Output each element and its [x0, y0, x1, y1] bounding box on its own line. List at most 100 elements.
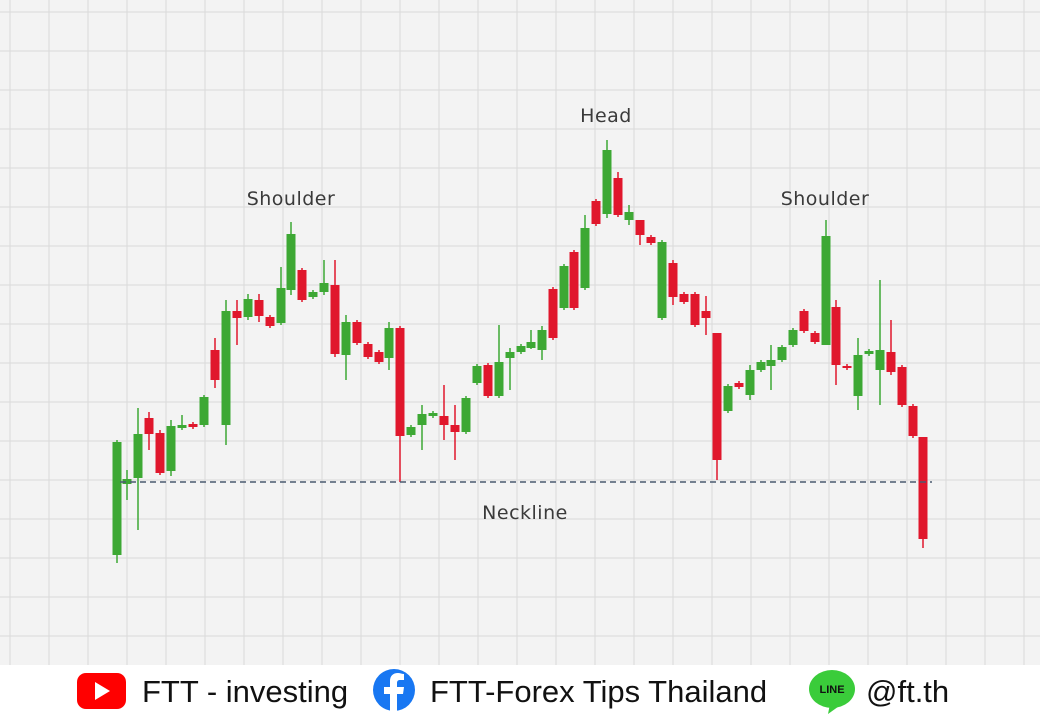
candle-body: [777, 347, 787, 360]
candle-body: [559, 266, 569, 308]
candles: [112, 140, 928, 563]
candle: [864, 349, 874, 356]
candle-body: [221, 311, 231, 425]
candle: [886, 320, 896, 375]
candle: [308, 290, 318, 299]
candle-body: [395, 328, 405, 436]
candle-body: [690, 294, 700, 325]
candle-body: [144, 418, 154, 434]
candle: [144, 412, 154, 450]
candle-body: [428, 413, 438, 416]
candle-body: [505, 352, 515, 358]
candle-body: [821, 236, 831, 345]
candle-body: [439, 416, 449, 425]
candle-body: [319, 283, 329, 292]
candle-body: [166, 426, 176, 471]
candle: [831, 300, 841, 385]
candle: [243, 294, 253, 320]
candle-body: [701, 311, 711, 318]
candle-body: [537, 330, 547, 350]
candle-body: [483, 365, 493, 396]
candle: [799, 309, 809, 333]
candle-body: [243, 299, 253, 317]
candle-body: [122, 479, 132, 484]
candle: [516, 344, 526, 354]
candle-body: [864, 351, 874, 354]
candle: [133, 408, 143, 530]
candle-body: [679, 294, 689, 302]
candle: [679, 292, 689, 304]
candle: [918, 437, 928, 548]
candle-body: [472, 366, 482, 383]
candle-body: [417, 414, 427, 425]
candle-body: [712, 333, 722, 460]
candle: [897, 365, 907, 407]
candle: [112, 440, 122, 563]
head-label: Head: [580, 105, 632, 127]
youtube-text: FTT - investing: [142, 674, 348, 709]
candle: [363, 342, 373, 359]
candle-body: [199, 397, 209, 425]
candle-body: [788, 330, 798, 345]
candle-body: [461, 398, 471, 432]
candle: [505, 348, 515, 390]
candle: [646, 235, 656, 245]
line-tail: [828, 704, 842, 714]
candle: [319, 260, 329, 295]
candle: [690, 292, 700, 327]
candle-body: [548, 289, 558, 338]
facebook-f: [384, 673, 404, 711]
candle: [559, 264, 569, 310]
candle: [810, 331, 820, 344]
candle-body: [569, 252, 579, 308]
neckline-label: Neckline: [482, 502, 568, 524]
candle: [635, 220, 645, 245]
paper: [0, 0, 1040, 665]
candle-body: [526, 342, 536, 348]
candle-body: [112, 442, 122, 555]
candle-body: [799, 311, 809, 331]
candle: [569, 250, 579, 310]
candle-body: [734, 383, 744, 387]
candle: [406, 425, 416, 437]
candle: [712, 333, 722, 480]
candle: [177, 415, 187, 430]
facebook-text: FTT-Forex Tips Thailand: [430, 674, 767, 709]
candle-body: [635, 220, 645, 235]
candle: [395, 326, 405, 482]
candle: [428, 411, 438, 418]
line-icon: LINE: [809, 670, 855, 714]
facebook-icon: [373, 669, 415, 711]
candle-body: [330, 285, 340, 354]
candle-body: [810, 333, 820, 342]
candle: [210, 338, 220, 388]
candle: [788, 328, 798, 347]
candle-body: [516, 346, 526, 352]
candle-body: [265, 317, 275, 326]
candle: [766, 345, 776, 390]
candle-body: [613, 178, 623, 215]
candle: [276, 267, 286, 325]
candle: [297, 268, 307, 302]
candle: [286, 222, 296, 295]
candle-body: [133, 434, 143, 478]
candle-body: [918, 437, 928, 539]
candle: [701, 296, 711, 335]
candle: [657, 240, 667, 320]
candle: [232, 300, 242, 345]
candle: [254, 294, 264, 322]
candle-body: [406, 427, 416, 435]
candle: [417, 405, 427, 450]
candle: [842, 364, 852, 370]
candle: [166, 420, 176, 476]
candle: [613, 172, 623, 217]
candle: [122, 470, 132, 500]
candle: [483, 363, 493, 398]
candle: [461, 396, 471, 434]
candle: [723, 384, 733, 413]
candle-body: [657, 242, 667, 318]
candle-body: [756, 362, 766, 370]
candle-body: [286, 234, 296, 290]
candle: [756, 360, 766, 372]
